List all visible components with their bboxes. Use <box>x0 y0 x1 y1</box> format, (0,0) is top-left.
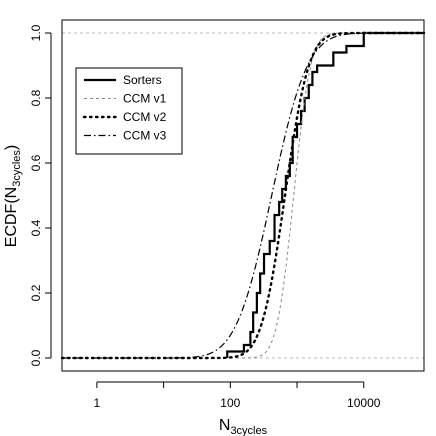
legend-label-3: CCM v3 <box>123 129 167 143</box>
legend: Sorters CCM v1 CCM v2 CCM v3 <box>75 67 183 155</box>
plot-frame <box>61 19 425 372</box>
legend-label-2: CCM v2 <box>123 110 167 124</box>
x-axis-title: N3cycles <box>219 417 268 436</box>
axes-layer: 1 100 10000 0.0 0.2 0.4 0.6 0.8 1.0 <box>29 19 425 410</box>
y-tick-label-5: 1.0 <box>29 24 43 41</box>
x-tick-label-4: 10000 <box>347 396 381 410</box>
x-tick-label-2: 100 <box>220 396 240 410</box>
y-tick-label-4: 0.8 <box>29 89 43 106</box>
legend-label-0: Sorters <box>123 73 162 87</box>
legend-box <box>75 67 183 155</box>
y-axis-title: ECDF(N3cycles) <box>3 145 23 247</box>
y-tick-label-0: 0.0 <box>29 349 43 366</box>
legend-label-1: CCM v1 <box>123 92 167 106</box>
plot-layer <box>60 31 426 360</box>
y-tick-label-2: 0.4 <box>29 219 43 236</box>
series-line-ccm-v3 <box>62 32 424 359</box>
y-tick-label-3: 0.6 <box>29 154 43 171</box>
x-tick-label-0: 1 <box>94 396 101 410</box>
y-tick-label-1: 0.2 <box>29 284 43 301</box>
series-line-sorters <box>226 31 424 358</box>
